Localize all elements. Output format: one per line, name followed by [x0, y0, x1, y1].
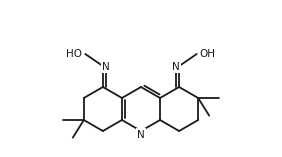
Text: HO: HO	[66, 49, 82, 59]
Text: N: N	[102, 62, 110, 72]
Text: N: N	[172, 62, 180, 72]
Text: OH: OH	[200, 49, 216, 59]
Text: N: N	[137, 130, 145, 140]
